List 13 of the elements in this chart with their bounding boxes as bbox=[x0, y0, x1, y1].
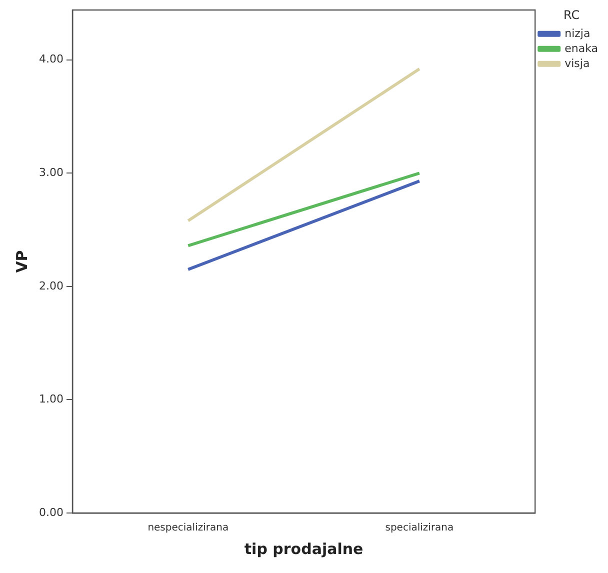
legend-title: RC bbox=[563, 8, 580, 22]
x-tick-label: nespecializirana bbox=[148, 522, 229, 534]
legend-label: visja bbox=[564, 56, 590, 70]
y-tick-label: 4.00 bbox=[38, 52, 64, 66]
x-tick-label: specializirana bbox=[385, 522, 454, 534]
x-axis-title: tip prodajalne bbox=[244, 540, 364, 558]
legend-label: enaka bbox=[564, 42, 598, 55]
y-tick-label: 1.00 bbox=[38, 392, 64, 406]
y-tick-label: 3.00 bbox=[38, 166, 64, 179]
legend-label: nizja bbox=[564, 26, 590, 40]
y-tick-label: 0.00 bbox=[38, 506, 64, 519]
y-axis-title: VP bbox=[12, 250, 31, 273]
y-tick-label: 2.00 bbox=[38, 279, 64, 292]
